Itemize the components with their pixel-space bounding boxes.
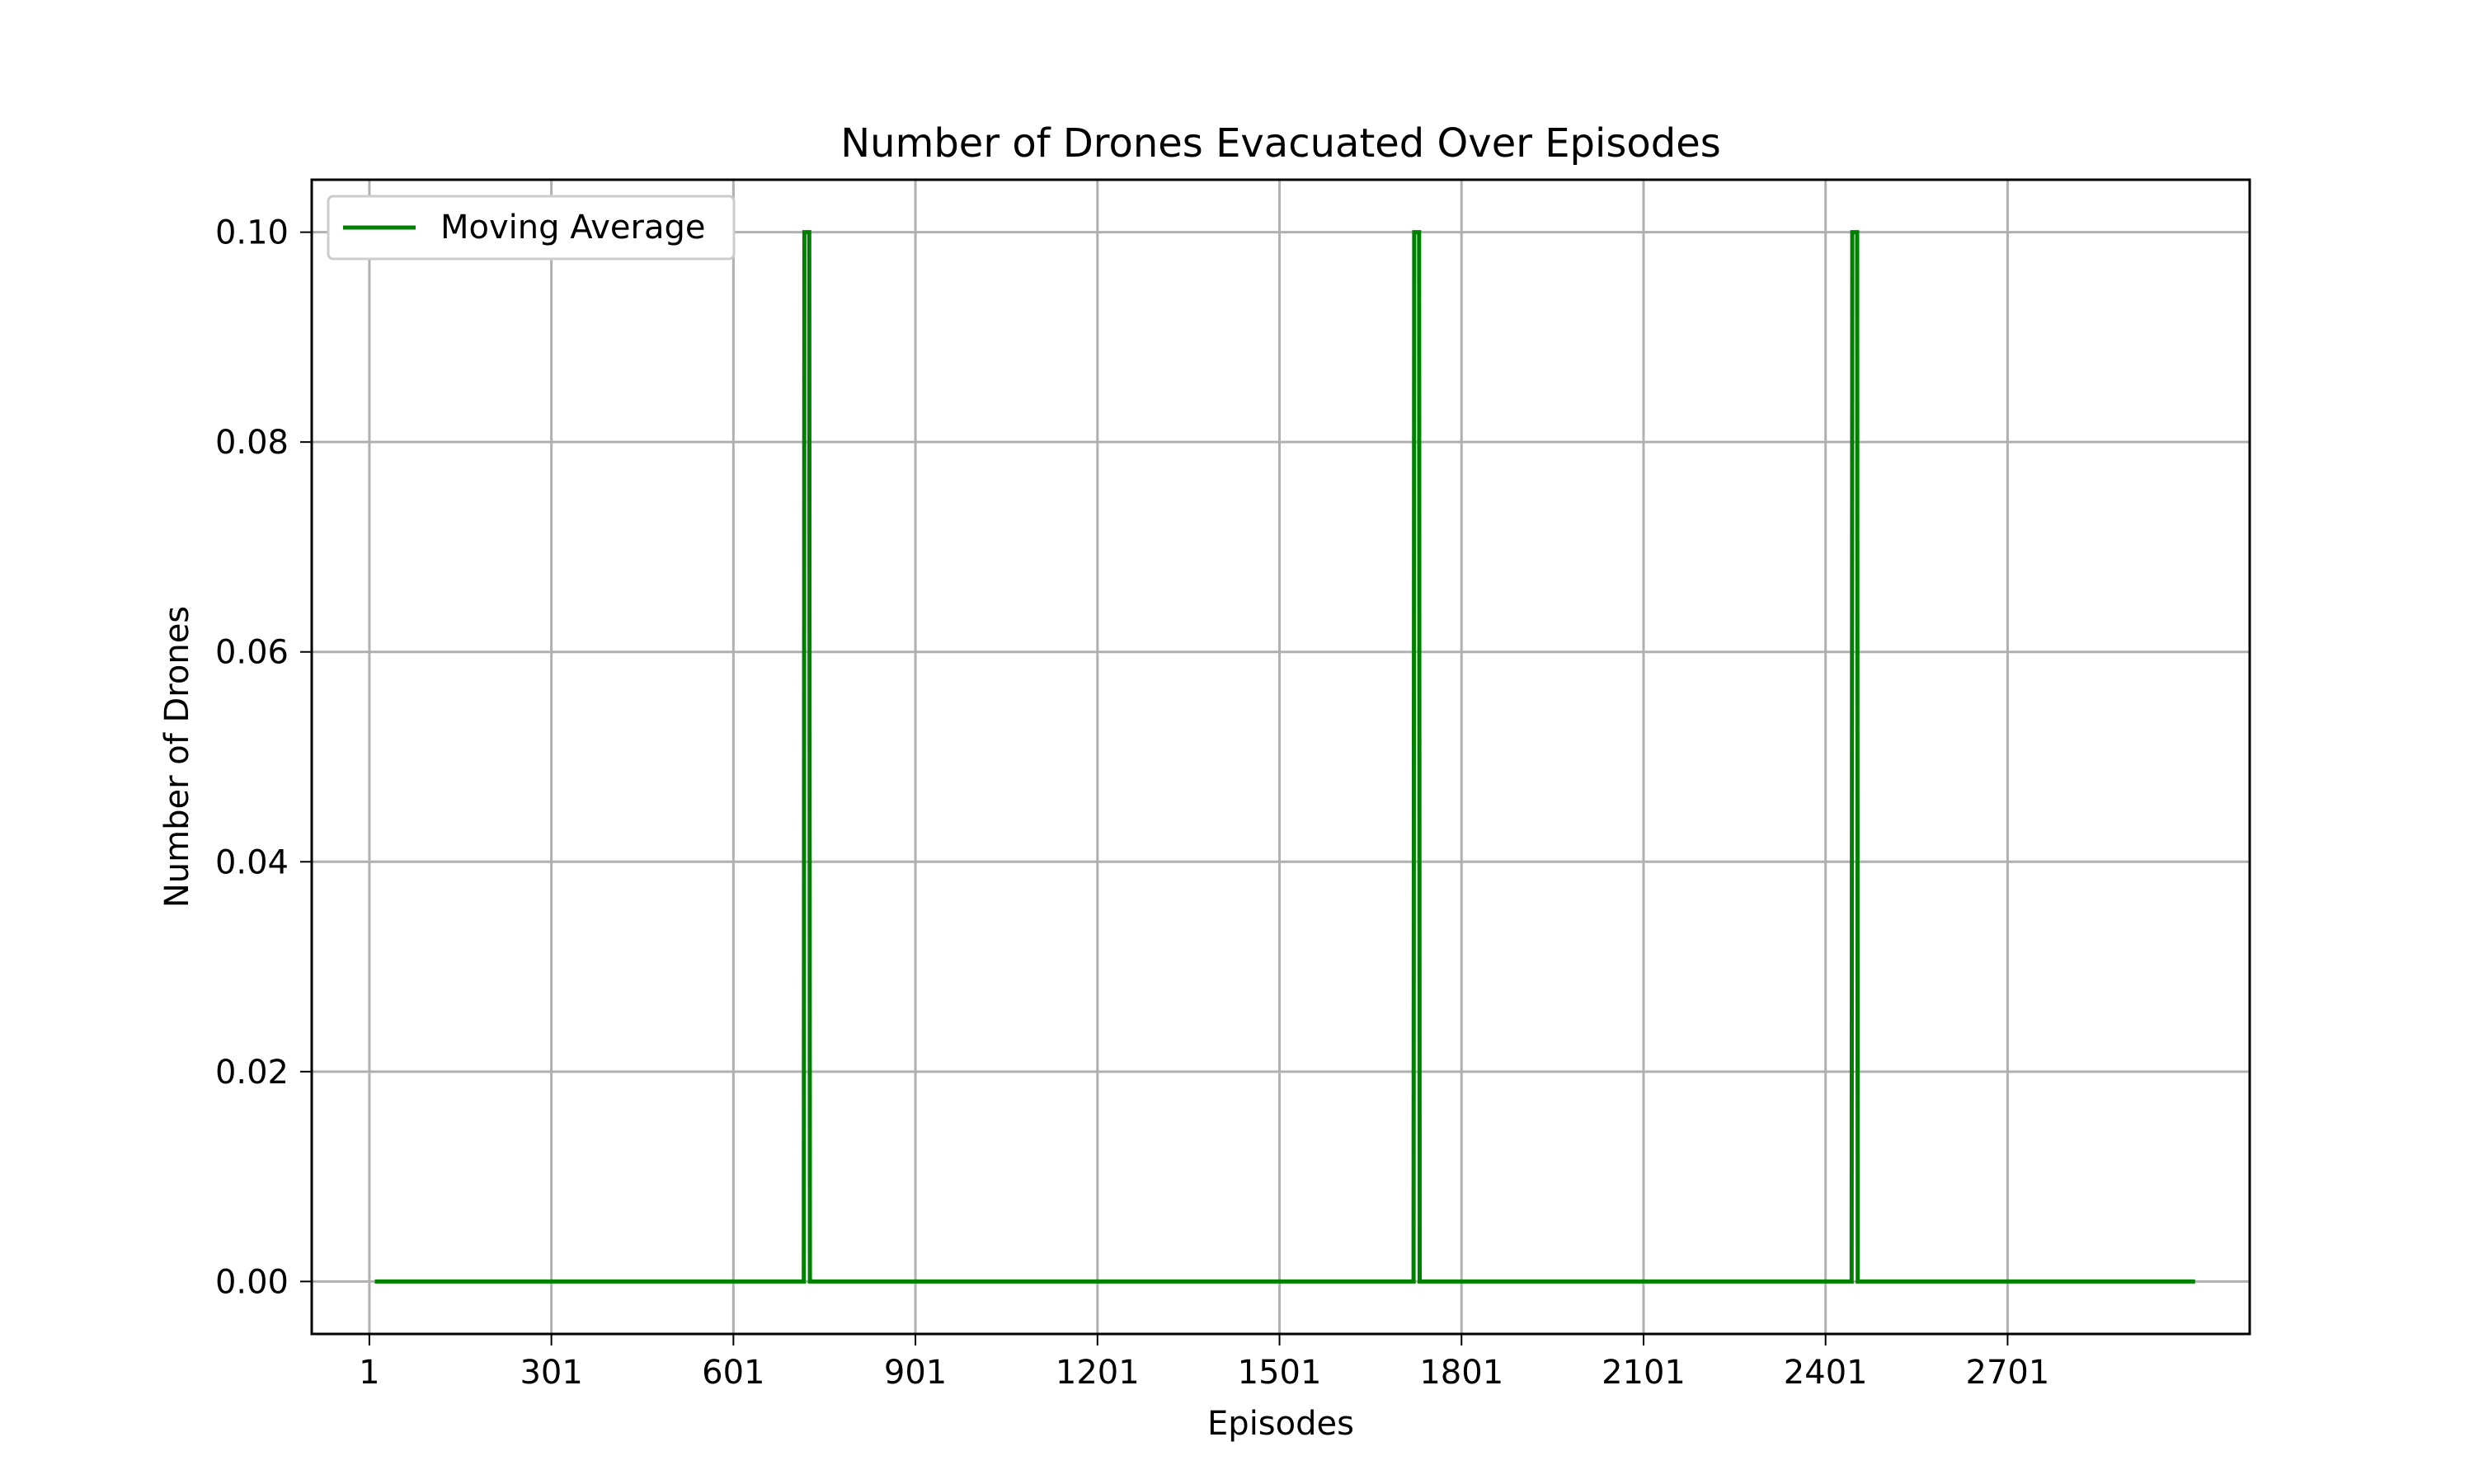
y-axis: 0.00 0.02 0.04 0.06 0.08 0.10	[215, 214, 312, 1301]
y-tick-label: 0.10	[215, 214, 289, 252]
series-line-moving-average	[374, 230, 2195, 1284]
x-axis: 1 301 601 901 1201 1501 1801 2101 2401 2701	[359, 1334, 2049, 1392]
x-tick-label: 1801	[1419, 1354, 1503, 1392]
plot-frame	[310, 178, 2251, 1336]
y-tick-label: 0.02	[215, 1054, 289, 1092]
y-tick-label: 0.06	[215, 634, 289, 672]
x-tick-label: 601	[702, 1354, 764, 1392]
x-tick-label: 2401	[1784, 1354, 1868, 1392]
series-layer	[374, 230, 2195, 1284]
x-tick-label: 1201	[1056, 1354, 1140, 1392]
x-tick-label: 1501	[1238, 1354, 1322, 1392]
x-tick-label: 901	[884, 1354, 947, 1392]
x-tick-label: 1	[359, 1354, 379, 1392]
legend: Moving Average	[327, 195, 736, 261]
y-tick-label: 0.08	[215, 424, 289, 462]
y-tick-label: 0.04	[215, 843, 289, 881]
x-axis-label: Episodes	[1207, 1405, 1354, 1443]
y-axis-label: Number of Drones	[158, 606, 196, 908]
legend-box	[327, 195, 736, 261]
x-tick-label: 2101	[1602, 1354, 1686, 1392]
chart-title: Number of Drones Evacuated Over Episodes	[840, 120, 1721, 167]
x-tick-label: 301	[520, 1354, 582, 1392]
legend-label: Moving Average	[440, 209, 705, 247]
x-tick-label: 2701	[1966, 1354, 2050, 1392]
y-tick-label: 0.00	[215, 1263, 289, 1301]
